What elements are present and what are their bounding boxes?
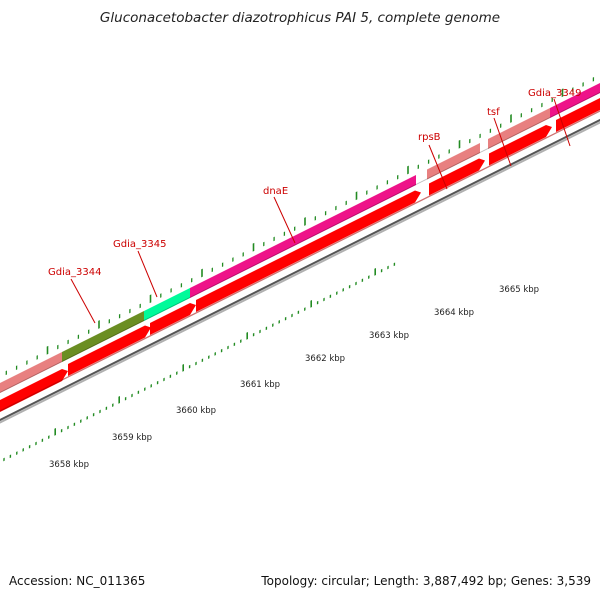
scale-label-3665: 3665 kbp: [499, 285, 539, 295]
cds-arrow-7[interactable]: [556, 93, 600, 132]
gene-bar-gdia-3343[interactable]: [0, 352, 62, 398]
cds-arrow-1[interactable]: [0, 366, 68, 417]
scale-label-3663: 3663 kbp: [369, 331, 409, 341]
genome-summary-text: Topology: circular; Length: 3,887,492 bp…: [261, 574, 591, 588]
cds-arrow-4[interactable]: [196, 188, 421, 313]
scale-tick-row: [3, 262, 396, 462]
cds-arrow-2[interactable]: [68, 323, 151, 377]
gene-bar-gdia-3344[interactable]: [62, 311, 144, 362]
gene-label-rpsb[interactable]: rpsB: [418, 132, 441, 143]
gene-label-gdia-3349[interactable]: Gdia_3349: [528, 88, 581, 99]
gene-bar-rpsb[interactable]: [427, 143, 480, 180]
gene-bar-tsf[interactable]: [488, 108, 550, 149]
cds-arrow-3[interactable]: [150, 300, 196, 335]
gene-bar-gdia-3345[interactable]: [144, 288, 190, 321]
scale-label-3659: 3659 kbp: [112, 433, 152, 443]
gene-label-tsf[interactable]: tsf: [487, 107, 500, 118]
map-title: Gluconacetobacter diazotrophicus PAI 5, …: [99, 10, 501, 26]
scale-label-3661: 3661 kbp: [240, 380, 280, 390]
scale-labels: 3658 kbp 3659 kbp 3660 kbp 3661 kbp 3662…: [49, 285, 539, 470]
accession-text: Accession: NC_011365: [9, 574, 146, 588]
gene-label-gdia-3344[interactable]: Gdia_3344: [48, 267, 101, 278]
backbone-line: [0, 113, 600, 429]
scale-label-3664: 3664 kbp: [434, 308, 474, 318]
outer-tick-row: [5, 76, 595, 376]
gene-bar-gdia-3349[interactable]: [550, 78, 600, 118]
cds-arrow-6[interactable]: [489, 122, 552, 166]
cds-arrow-5[interactable]: [429, 156, 485, 196]
scale-label-3658: 3658 kbp: [49, 460, 89, 470]
gene-label-gdia-3345[interactable]: Gdia_3345: [113, 239, 166, 250]
gene-bar-dnae[interactable]: [190, 175, 416, 298]
gene-callouts: Gdia_3344 Gdia_3345 dnaE rpsB tsf Gdia_3…: [48, 88, 581, 324]
gene-label-dnae[interactable]: dnaE: [263, 186, 288, 197]
scale-label-3660: 3660 kbp: [176, 406, 216, 416]
cds-track-inner: [0, 93, 600, 417]
scale-label-3662: 3662 kbp: [305, 354, 345, 364]
gene-track-outer: [0, 78, 600, 398]
